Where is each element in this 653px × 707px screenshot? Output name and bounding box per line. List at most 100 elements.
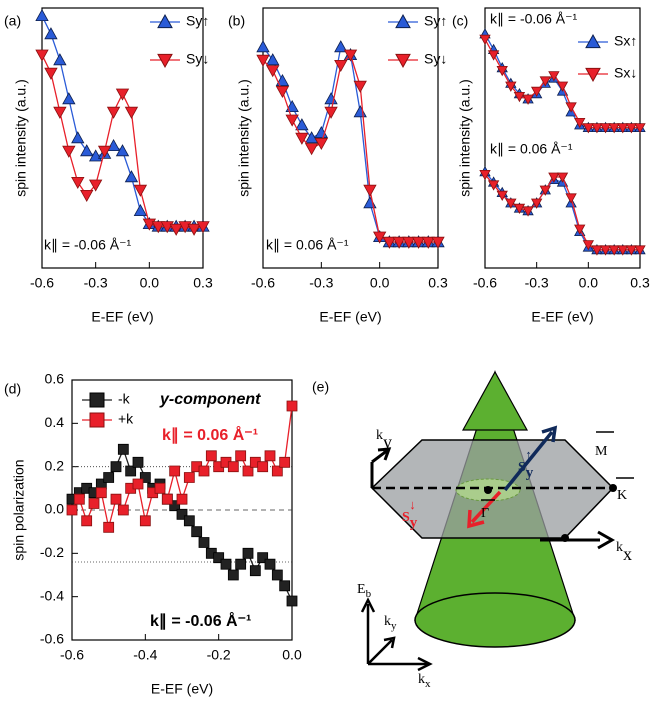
data-point xyxy=(44,67,58,80)
x-axis-label: E-EF (eV) xyxy=(91,309,153,325)
data-point xyxy=(625,123,638,134)
x-tick-label: -0.3 xyxy=(309,275,333,291)
small-ky-base: k xyxy=(384,614,391,629)
data-point xyxy=(513,203,526,215)
y-axis-label: spin polarization xyxy=(11,459,27,560)
legend-label: +k xyxy=(118,411,134,427)
data-point xyxy=(314,138,329,151)
x-axis-label: E-EF (eV) xyxy=(319,309,381,325)
annotation: k∥ = -0.06 Å⁻¹ xyxy=(44,237,131,253)
cone-top xyxy=(461,370,529,431)
data-point xyxy=(71,177,85,190)
small-ky-label: ky xyxy=(384,614,397,631)
small-ky-sub: y xyxy=(391,620,397,632)
eb-base: E xyxy=(357,582,366,597)
data-point xyxy=(139,515,151,527)
cone-base xyxy=(414,592,576,648)
data-point xyxy=(266,65,280,78)
legend-label: -k xyxy=(118,391,131,407)
legend-marker xyxy=(89,392,105,408)
data-point xyxy=(266,53,280,66)
panel-label: (d) xyxy=(4,381,21,397)
data-point xyxy=(402,236,416,249)
annotation: k∥ = 0.06 Å⁻¹ xyxy=(266,237,349,253)
legend-label: Sy↓ xyxy=(424,51,447,67)
data-point xyxy=(191,526,203,538)
plot-frame xyxy=(484,7,641,269)
x-tick-label: 0.3 xyxy=(630,275,650,291)
legend-label: Sx↑ xyxy=(614,33,637,49)
data-point xyxy=(479,34,491,46)
small-kx-sub: x xyxy=(425,678,431,690)
data-point xyxy=(343,49,358,62)
s-up-sub: y xyxy=(526,465,534,481)
x-tick-label: -0.4 xyxy=(133,647,157,663)
data-point xyxy=(599,245,612,256)
data-point xyxy=(617,245,629,256)
s-down-arrowhead xyxy=(467,509,485,529)
s-up-arrowhead xyxy=(541,425,558,443)
data-point xyxy=(608,123,620,134)
data-point xyxy=(625,245,638,256)
series-line xyxy=(41,54,204,230)
series-line xyxy=(262,53,438,243)
data-point xyxy=(80,190,94,203)
annotation: k∥ = 0.06 Å⁻¹ xyxy=(162,425,258,444)
eb-sub: b xyxy=(366,588,372,600)
data-point xyxy=(151,221,165,234)
data-point xyxy=(169,465,181,477)
x-tick-label: 0.0 xyxy=(282,647,302,663)
data-point xyxy=(66,504,78,516)
s-down-base: S xyxy=(402,510,410,525)
data-point xyxy=(183,472,195,483)
data-point xyxy=(154,482,166,494)
data-point xyxy=(198,537,210,548)
data-point xyxy=(183,515,195,527)
s-down-arrow xyxy=(470,490,502,524)
legend-label: Sy↑ xyxy=(186,13,209,29)
data-point xyxy=(530,198,543,209)
data-point xyxy=(97,145,112,158)
data-point xyxy=(62,92,76,105)
data-point xyxy=(295,132,309,145)
data-point xyxy=(334,40,348,53)
eb-label: Eb xyxy=(357,582,372,599)
data-point xyxy=(62,145,76,158)
legend-label: Sx↓ xyxy=(614,65,637,81)
data-point xyxy=(431,236,445,249)
data-point xyxy=(279,580,291,592)
kx-sub: x xyxy=(623,544,632,564)
x-tick-label: -0.3 xyxy=(525,275,549,291)
data-point xyxy=(556,172,569,183)
data-point xyxy=(617,123,629,134)
y-tick-label: 0.6 xyxy=(45,371,65,387)
ky-base: k xyxy=(376,428,383,443)
data-point xyxy=(235,558,247,570)
legend-marker xyxy=(395,13,411,29)
data-point xyxy=(249,565,261,577)
data-point xyxy=(161,493,173,505)
data-point xyxy=(271,465,283,477)
data-point xyxy=(496,66,508,77)
data-point xyxy=(363,184,377,197)
data-point xyxy=(71,131,85,144)
data-point xyxy=(235,450,247,462)
data-point xyxy=(125,465,137,477)
annotation: k∥ = -0.06 Å⁻¹ xyxy=(490,11,577,27)
gamma-dot xyxy=(484,486,492,494)
data-point xyxy=(591,123,603,134)
data-point xyxy=(392,236,406,249)
data-point xyxy=(117,504,129,516)
data-point xyxy=(608,245,620,256)
x-tick-label: -0.6 xyxy=(251,275,275,291)
data-point xyxy=(304,143,319,156)
s-down-sub: y xyxy=(410,515,418,531)
data-point xyxy=(257,461,269,473)
x-axis-label: E-EF (eV) xyxy=(531,309,593,325)
x-tick-label: -0.6 xyxy=(473,275,497,291)
data-point xyxy=(324,106,338,119)
series-line xyxy=(41,15,203,228)
y-axis-label: spin intensity (a.u.) xyxy=(13,79,29,197)
x-tick-label: 0.3 xyxy=(193,275,213,291)
small-kx-label: kx xyxy=(418,672,431,689)
